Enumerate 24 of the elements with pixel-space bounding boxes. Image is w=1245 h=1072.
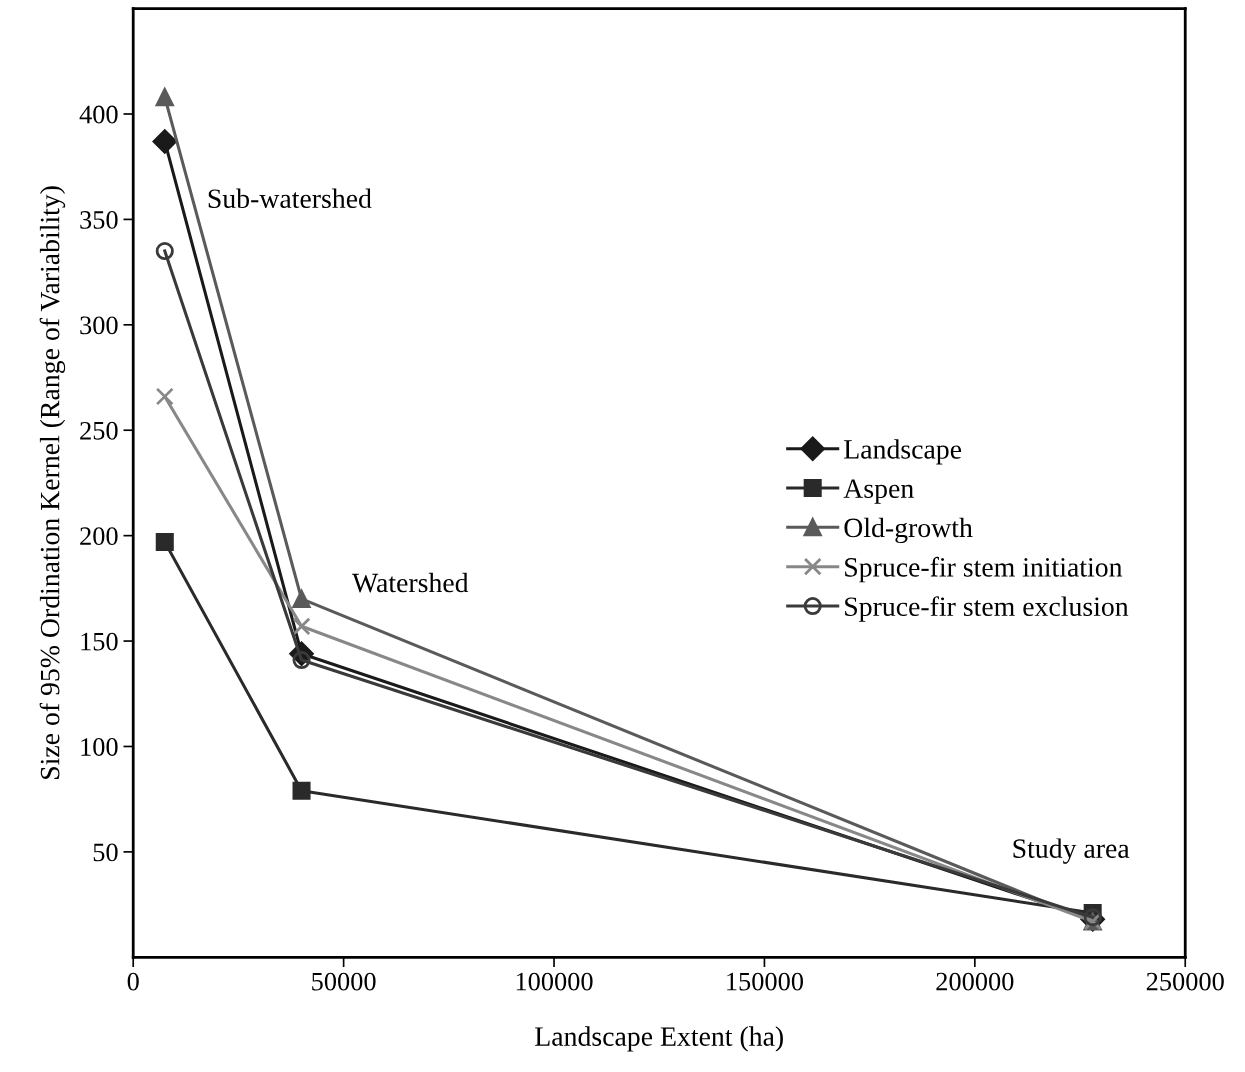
annotation: Study area <box>1013 838 1130 864</box>
y-tick-label: 50 <box>93 843 118 862</box>
annotation: Sub-watershed <box>208 188 372 209</box>
y-tick-label: 200 <box>80 527 118 546</box>
legend-label: Spruce-fir stem exclusion <box>845 596 1129 622</box>
legend-label: Spruce-fir stem initiation <box>845 556 1123 583</box>
legend-label: Aspen <box>843 479 914 504</box>
legend-label: Old-growth <box>844 517 973 543</box>
y-tick-label: 350 <box>80 211 118 229</box>
x-tick-label: 50000 <box>312 972 376 991</box>
x-tick-label: 200000 <box>936 972 1014 991</box>
x-tick-label: 0 <box>127 972 139 991</box>
legend-label: Landscape <box>844 439 962 465</box>
y-tick-label: 300 <box>80 316 118 335</box>
y-tick-label: 150 <box>81 632 118 651</box>
x-tick-label: 100000 <box>516 972 593 991</box>
y-tick-label: 250 <box>80 421 118 440</box>
y-axis-title: Size of 95% Ordination Kernel (Range of Variability) <box>39 186 66 779</box>
x-axis-title: Landscape Extent (ha) <box>535 1026 783 1052</box>
y-tick-label: 400 <box>79 105 118 124</box>
y-tick-label: 100 <box>81 738 118 756</box>
annotation: Watershed <box>352 572 469 593</box>
x-tick-label: 250000 <box>1146 972 1224 991</box>
x-tick-label: 150000 <box>727 972 804 991</box>
